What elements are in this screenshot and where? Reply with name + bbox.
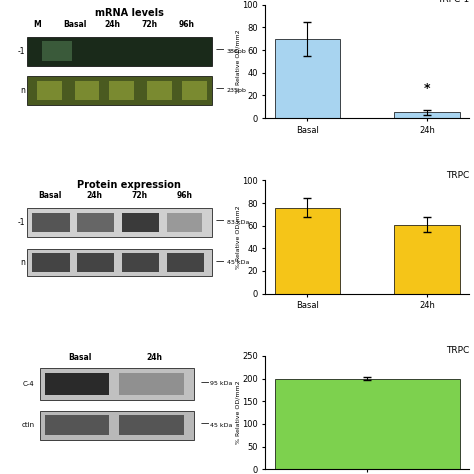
FancyBboxPatch shape [27,208,211,237]
FancyBboxPatch shape [109,81,134,100]
Text: Protein expression: Protein expression [77,180,181,190]
Text: -1: -1 [17,218,25,227]
FancyBboxPatch shape [119,373,184,395]
FancyBboxPatch shape [40,410,194,440]
Bar [394,112,460,118]
Text: 235pb: 235pb [227,88,246,93]
Text: 24h: 24h [104,20,120,29]
FancyBboxPatch shape [122,212,159,232]
FancyBboxPatch shape [40,368,194,400]
Bar [274,379,460,469]
FancyBboxPatch shape [37,81,62,100]
Text: C-4: C-4 [23,381,35,387]
Bar [394,225,460,294]
FancyBboxPatch shape [42,41,72,61]
Y-axis label: % Relative OD/mm2: % Relative OD/mm2 [236,381,240,445]
Y-axis label: % Relative OD/mm2: % Relative OD/mm2 [236,29,240,93]
FancyBboxPatch shape [27,76,211,105]
FancyBboxPatch shape [77,253,114,273]
Text: —: — [201,419,209,428]
Text: ctin: ctin [21,422,35,428]
Text: n: n [20,86,25,95]
FancyBboxPatch shape [77,212,114,232]
Text: 95 kDa: 95 kDa [210,381,233,386]
Text: 72h: 72h [141,20,157,29]
Text: TRPC: TRPC [446,171,469,180]
Text: 24h: 24h [146,353,162,362]
Text: mRNA levels: mRNA levels [95,9,164,18]
FancyBboxPatch shape [45,416,109,435]
FancyBboxPatch shape [32,212,70,232]
Y-axis label: % Relative OD/mm2: % Relative OD/mm2 [236,205,240,269]
Text: Basal: Basal [38,191,61,201]
Text: *: * [424,82,430,95]
FancyBboxPatch shape [32,253,70,273]
Text: 96h: 96h [179,20,195,29]
Text: 24h: 24h [86,191,102,201]
Text: 72h: 72h [131,191,147,201]
FancyBboxPatch shape [122,253,159,273]
Text: —: — [215,217,224,226]
FancyBboxPatch shape [27,249,211,276]
Text: —: — [215,84,224,93]
Text: -1: -1 [17,47,25,55]
Text: M: M [33,20,41,29]
Text: TRPC: TRPC [446,346,469,355]
Text: 45 kDa: 45 kDa [210,423,233,428]
Bar [274,208,340,294]
FancyBboxPatch shape [119,416,184,435]
Text: 96h: 96h [176,191,192,201]
FancyBboxPatch shape [147,81,172,100]
Text: Basal: Basal [68,353,91,362]
Text: 45 kDa: 45 kDa [227,260,249,265]
FancyBboxPatch shape [167,212,201,232]
FancyBboxPatch shape [182,81,207,100]
Text: 83 kDa: 83 kDa [227,220,249,225]
Text: —: — [215,46,224,55]
FancyBboxPatch shape [74,81,100,100]
Text: 386pb: 386pb [227,49,246,54]
Text: —: — [201,378,209,387]
FancyBboxPatch shape [27,36,211,66]
FancyBboxPatch shape [167,253,204,273]
Text: TRPC-1: TRPC-1 [437,0,469,4]
FancyBboxPatch shape [45,373,109,395]
Text: n: n [20,258,25,267]
Text: —: — [215,257,224,266]
Bar [274,39,340,118]
Text: Basal: Basal [63,20,86,29]
